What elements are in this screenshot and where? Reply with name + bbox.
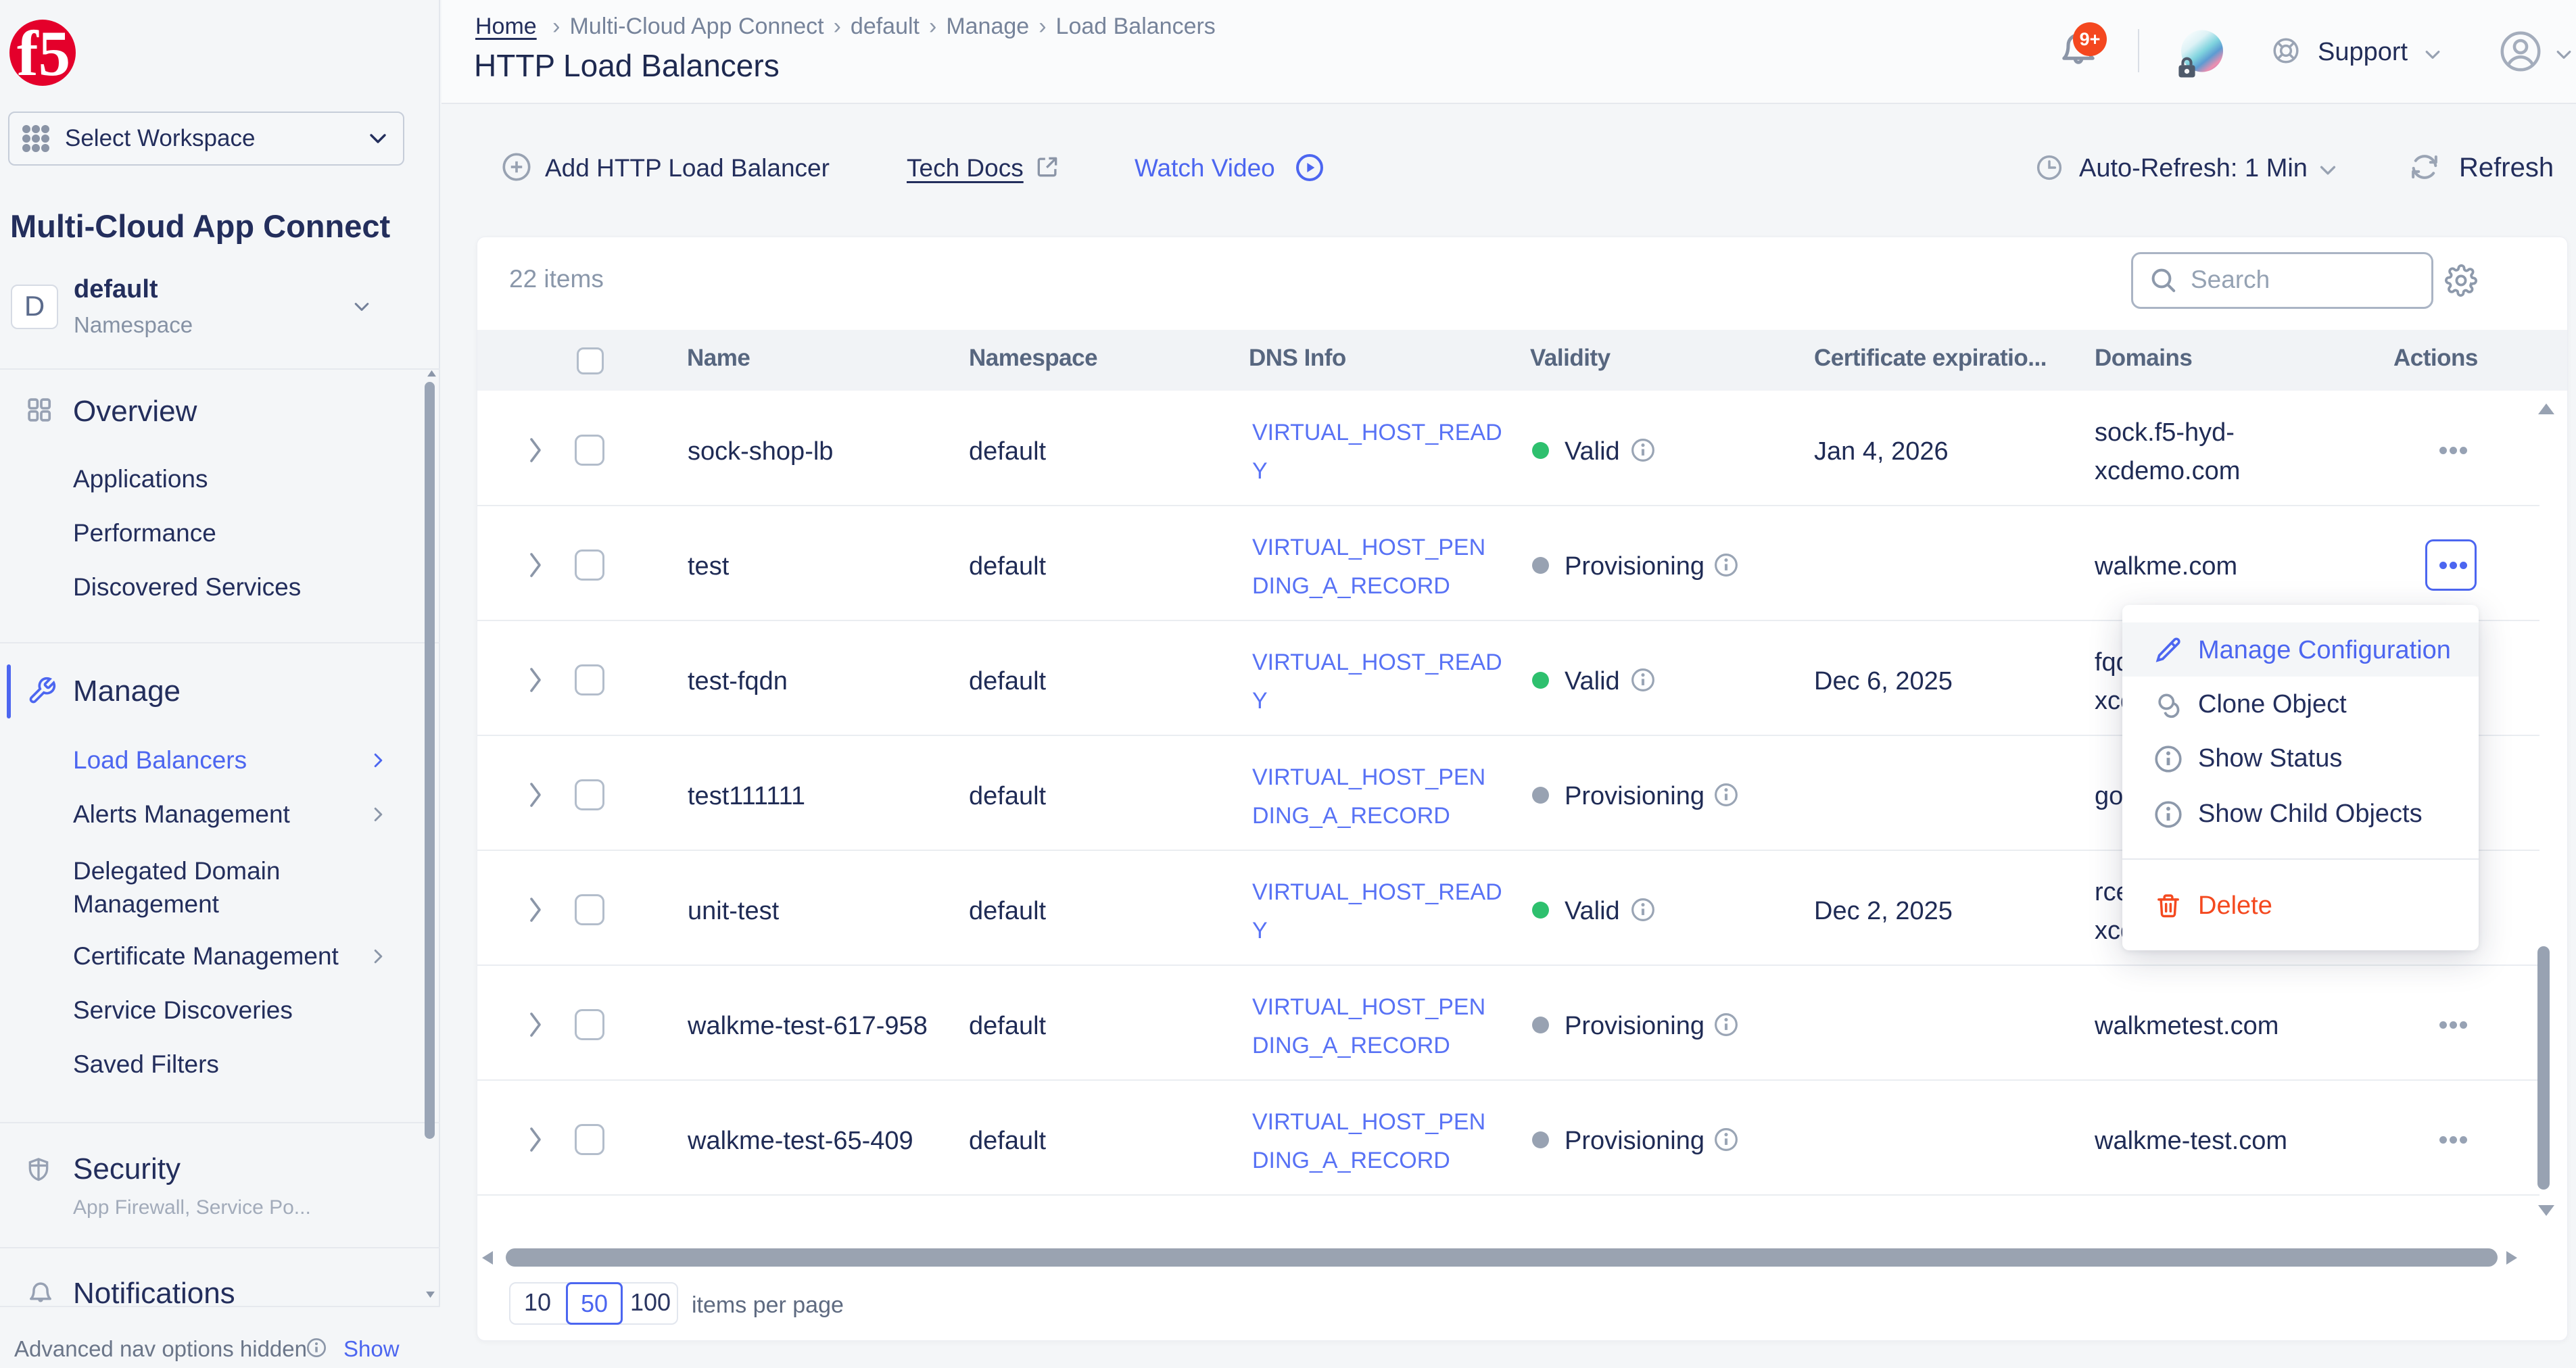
svg-text:f5: f5 bbox=[17, 18, 70, 88]
